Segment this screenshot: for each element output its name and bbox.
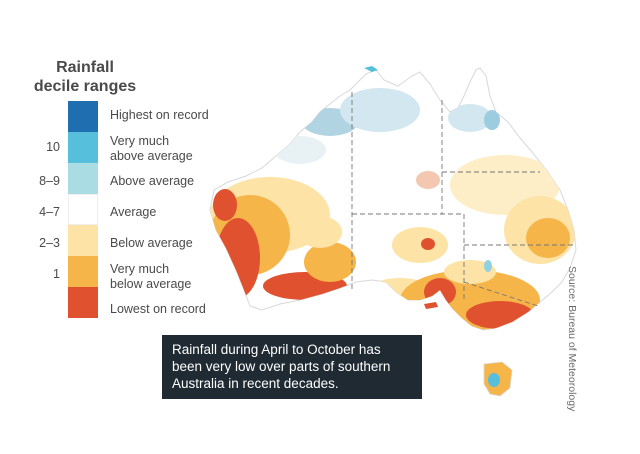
legend-tick-2-3: 2–3: [39, 236, 60, 250]
swatch-highest-on-record: [68, 101, 98, 132]
tasmania-wet-area: [488, 373, 500, 387]
state-borders: [351, 92, 574, 307]
legend-label-above: Above average: [110, 174, 195, 188]
legend-label-lowest: Lowest on record: [110, 302, 206, 316]
legend-tick-4-7: 4–7: [39, 205, 60, 219]
northern-island: [364, 66, 378, 72]
swatch-lowest-on-record: [68, 287, 98, 318]
legend-title-line1: Rainfall: [56, 59, 114, 76]
legend-tick-1: 1: [53, 267, 60, 281]
source-credit: Source: Bureau of Meteorology: [566, 266, 578, 412]
kangaroo-island: [424, 302, 438, 309]
australia-rainfall-map: [209, 66, 577, 397]
legend-label-highest: Highest on record: [110, 108, 209, 122]
legend-title: Rainfall decile ranges: [28, 58, 142, 96]
legend-tick-8-9: 8–9: [39, 174, 60, 188]
legend-label-average: Average: [110, 205, 157, 219]
swatch-very-much-below-average: [68, 256, 98, 287]
legend-label-very-much-below: Very much below average: [110, 262, 192, 291]
legend-tick-10: 10: [46, 140, 60, 154]
legend: Highest on record Very much above averag…: [0, 101, 240, 321]
swatch-very-much-above-average: [68, 132, 98, 163]
legend-label-very-much-above: Very much above average: [110, 134, 193, 163]
legend-swatches: [68, 101, 98, 318]
legend-label-below: Below average: [110, 236, 193, 250]
swatch-below-average: [68, 225, 98, 256]
swatch-average: [68, 194, 98, 225]
swatch-above-average: [68, 163, 98, 194]
caption-box: Rainfall during April to October has bee…: [162, 335, 422, 399]
legend-title-line2: decile ranges: [33, 78, 137, 95]
